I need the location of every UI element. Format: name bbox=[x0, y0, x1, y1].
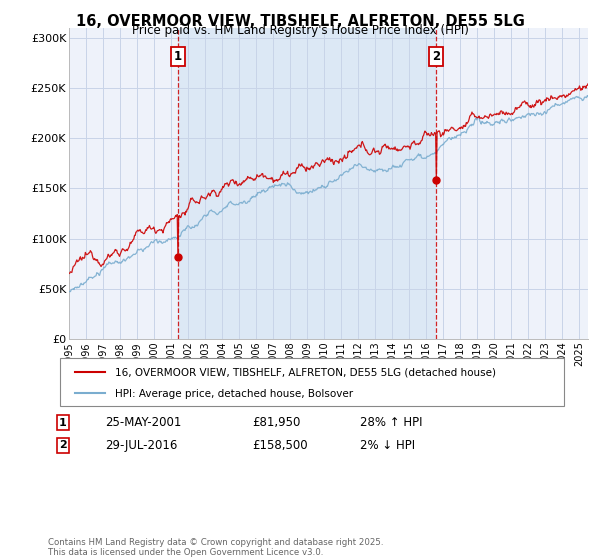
Text: 1: 1 bbox=[59, 418, 67, 428]
Text: 2% ↓ HPI: 2% ↓ HPI bbox=[360, 438, 415, 452]
Text: £81,950: £81,950 bbox=[252, 416, 301, 430]
Text: 28% ↑ HPI: 28% ↑ HPI bbox=[360, 416, 422, 430]
FancyBboxPatch shape bbox=[60, 358, 564, 406]
Text: HPI: Average price, detached house, Bolsover: HPI: Average price, detached house, Bols… bbox=[115, 389, 353, 399]
Text: 1: 1 bbox=[174, 50, 182, 63]
Text: 16, OVERMOOR VIEW, TIBSHELF, ALFRETON, DE55 5LG: 16, OVERMOOR VIEW, TIBSHELF, ALFRETON, D… bbox=[76, 14, 524, 29]
Text: 2: 2 bbox=[432, 50, 440, 63]
Text: 29-JUL-2016: 29-JUL-2016 bbox=[105, 438, 178, 452]
Text: 25-MAY-2001: 25-MAY-2001 bbox=[105, 416, 181, 430]
Text: Contains HM Land Registry data © Crown copyright and database right 2025.
This d: Contains HM Land Registry data © Crown c… bbox=[48, 538, 383, 557]
Text: 2: 2 bbox=[59, 440, 67, 450]
Bar bbox=[178, 28, 436, 339]
Text: Price paid vs. HM Land Registry's House Price Index (HPI): Price paid vs. HM Land Registry's House … bbox=[131, 24, 469, 36]
Text: 16, OVERMOOR VIEW, TIBSHELF, ALFRETON, DE55 5LG (detached house): 16, OVERMOOR VIEW, TIBSHELF, ALFRETON, D… bbox=[115, 368, 496, 377]
Text: £158,500: £158,500 bbox=[252, 438, 308, 452]
